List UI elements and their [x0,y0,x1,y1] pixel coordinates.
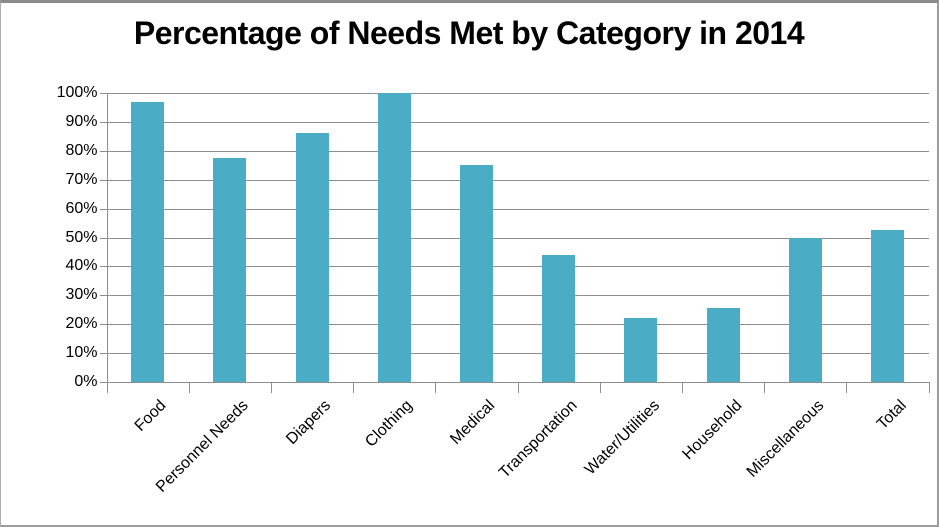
gridline [106,179,929,181]
x-axis-label-text: Miscellaneous [743,397,828,481]
x-axis-tick [188,382,190,393]
x-axis-tick [270,382,272,393]
x-axis-tick [435,382,437,393]
y-axis-tick [99,179,107,181]
bar-water-utilities[interactable] [624,318,658,382]
y-axis-label: 100% [56,84,98,101]
y-axis-tick [99,353,107,355]
y-axis-tick [99,121,107,123]
y-axis-tick [99,266,107,268]
y-axis-label: 30% [65,286,98,304]
y-axis-label: 60% [65,199,98,217]
y-axis-tick [99,150,107,152]
x-axis-tick [353,382,355,393]
y-axis-tick [99,295,107,297]
x-axis-tick [846,382,848,393]
y-axis-label: 0% [74,373,98,390]
y-axis-label: 80% [65,141,98,159]
x-axis-label-text: Food [131,397,170,435]
y-axis-line [106,93,108,382]
bar-household[interactable] [706,308,740,382]
y-axis-tick [99,382,107,383]
x-axis-label-text: Personnel Needs [152,397,252,496]
gridline [106,208,929,210]
bar-transportation[interactable] [542,254,576,382]
chart-title: Percentage of Needs Met by Category in 2… [133,15,805,51]
y-axis-label: 40% [65,257,98,275]
gridline [106,150,929,152]
y-axis-tick [99,208,107,210]
x-axis-label-text: Household [678,397,746,464]
gridline [106,237,929,239]
y-axis-tick [99,93,107,94]
bar-total[interactable] [870,230,904,382]
x-axis-line [106,382,930,383]
y-axis-label: 90% [65,112,98,130]
y-axis-label: 70% [65,170,98,188]
x-axis-label-text: Water/Utilities [581,397,663,479]
gridline [106,353,929,355]
x-axis-tick [599,382,601,393]
gridline [106,121,929,123]
x-axis-label-text: Medical [447,397,499,449]
x-axis-tick [517,382,519,393]
gridline [106,266,929,268]
x-axis-tick [106,382,108,393]
x-axis-label-text: Total [873,397,910,433]
x-axis-label-text: Diapers [283,397,335,449]
y-axis-label: 20% [65,315,98,333]
x-axis-label-text: Clothing [362,397,417,451]
gridline [106,295,929,297]
gridline [106,324,929,326]
bar-medical[interactable] [459,165,493,382]
x-axis-label-text: Transportation [496,397,581,482]
y-axis-tick [99,237,107,239]
bar-clothing[interactable] [377,93,411,382]
bar-diapers[interactable] [295,133,329,382]
bar-miscellaneous[interactable] [788,237,822,382]
gridline [106,93,929,94]
x-axis-tick [681,382,683,393]
y-axis-label: 50% [65,228,98,246]
y-axis-label: 10% [65,344,98,362]
bar-personnel-needs[interactable] [213,158,247,382]
bar-food[interactable] [131,101,165,382]
x-axis-tick [928,382,930,393]
y-axis-tick [99,324,107,326]
x-axis-tick [764,382,766,393]
